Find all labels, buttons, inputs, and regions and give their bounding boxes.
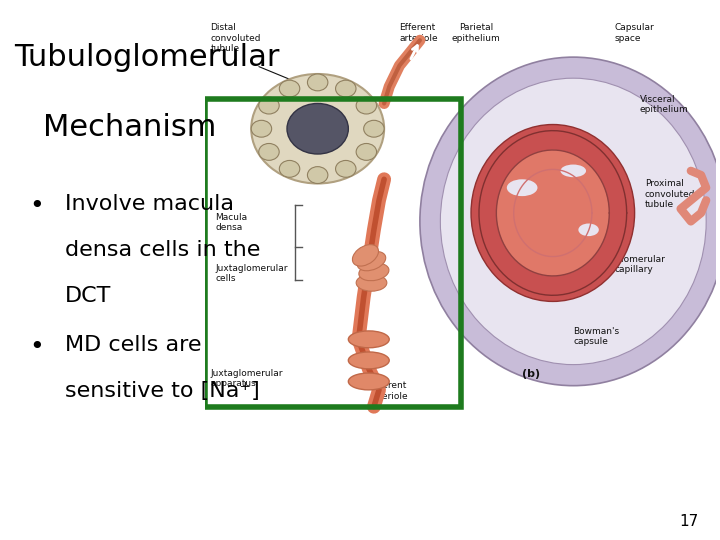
Text: Proximal
convoluted
tubule: Proximal convoluted tubule (645, 179, 696, 209)
Text: Distal
convoluted
tubule: Distal convoluted tubule (210, 23, 261, 53)
Ellipse shape (279, 160, 300, 177)
Ellipse shape (420, 57, 720, 386)
Text: Efferent
arteriole: Efferent arteriole (400, 23, 438, 43)
Text: Juxtaglomerular
apparatus: Juxtaglomerular apparatus (210, 369, 283, 388)
Ellipse shape (307, 74, 328, 91)
Text: Capsular
space: Capsular space (614, 23, 654, 43)
Ellipse shape (578, 224, 599, 236)
Ellipse shape (507, 179, 537, 196)
Text: Glomerular
capillary: Glomerular capillary (614, 255, 665, 274)
Text: •: • (29, 335, 43, 359)
Ellipse shape (348, 331, 390, 348)
Ellipse shape (560, 165, 586, 177)
Ellipse shape (336, 80, 356, 97)
Text: MD cells are: MD cells are (65, 335, 202, 355)
Circle shape (251, 74, 384, 184)
Ellipse shape (357, 252, 386, 271)
Ellipse shape (258, 144, 279, 160)
Text: Mechanism: Mechanism (43, 113, 217, 143)
Bar (205, 99, 461, 407)
Ellipse shape (356, 144, 377, 160)
Ellipse shape (359, 263, 389, 281)
Text: 17: 17 (679, 514, 698, 529)
Ellipse shape (258, 97, 279, 114)
Ellipse shape (307, 167, 328, 184)
Text: Tubuloglomerular: Tubuloglomerular (14, 43, 280, 72)
Circle shape (287, 104, 348, 154)
Text: Parietal
epithelium: Parietal epithelium (451, 23, 500, 43)
Text: Afferent
arteriole: Afferent arteriole (370, 381, 408, 401)
Ellipse shape (251, 120, 271, 137)
Text: (b): (b) (522, 369, 540, 379)
Text: Involve macula: Involve macula (65, 194, 234, 214)
Ellipse shape (471, 125, 634, 301)
Text: Bowman's
capsule: Bowman's capsule (573, 327, 619, 346)
Text: Macula
densa: Macula densa (215, 213, 248, 232)
Ellipse shape (356, 274, 387, 291)
Ellipse shape (364, 120, 384, 137)
Text: densa cells in the: densa cells in the (65, 240, 260, 260)
Text: sensitive to [Na⁺]: sensitive to [Na⁺] (65, 381, 259, 401)
Text: •: • (29, 194, 43, 218)
Ellipse shape (441, 78, 706, 364)
Ellipse shape (356, 97, 377, 114)
Ellipse shape (497, 150, 609, 276)
Ellipse shape (352, 245, 379, 266)
Ellipse shape (279, 80, 300, 97)
Ellipse shape (336, 160, 356, 177)
Text: Juxtaglomerular
cells: Juxtaglomerular cells (215, 264, 288, 283)
Text: DCT: DCT (65, 286, 111, 306)
Ellipse shape (348, 352, 390, 369)
Text: Visceral
epithelium: Visceral epithelium (639, 95, 688, 114)
Ellipse shape (348, 373, 390, 390)
